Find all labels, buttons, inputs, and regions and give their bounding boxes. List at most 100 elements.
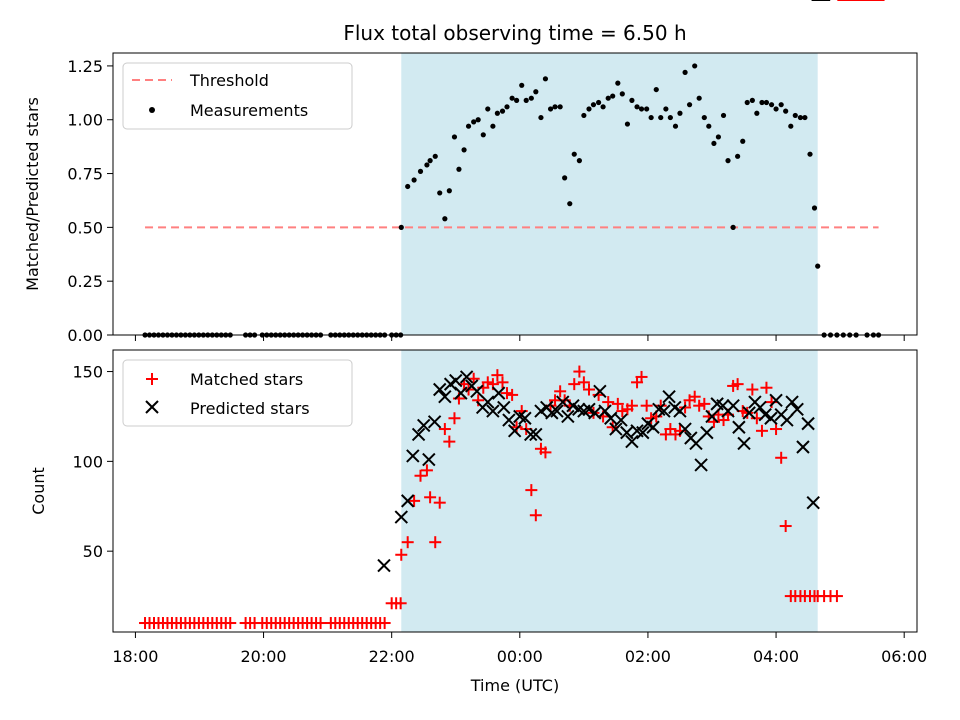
matched-star-point [582,383,595,396]
measurement-point [446,188,452,194]
predicted-star-point [561,409,575,424]
measurement-point [754,110,760,116]
matched-star-point [224,617,237,630]
measurement-point [600,104,606,110]
measurement-point [783,108,789,114]
legend-measurements-swatch [149,107,155,113]
legend-predicted-swatch [145,400,159,414]
measurement-point [672,123,679,129]
matched-star-point [539,446,552,459]
measurement-point [499,108,506,114]
measurement-point [744,99,750,106]
x-axis-label: Time (UTC) [470,676,559,695]
measurement-point [663,106,669,112]
matched-star-point [378,617,391,630]
measurement-point [461,147,467,153]
matched-star-point [746,383,759,396]
predicted-star-point [705,409,719,424]
predicted-star-point [433,382,447,397]
matched-star-point [679,401,692,414]
measurement-point [528,95,534,101]
legend-matched-label: Matched stars [190,370,303,389]
measurement-point [619,91,625,97]
matched-star-point [443,435,456,448]
matched-star-point [438,423,451,436]
measurement-point [562,175,568,181]
measurement-point [571,151,577,157]
predicted-star-point [742,406,756,420]
measurement-point [629,97,635,103]
matched-star-point [760,381,773,394]
measurement-point [596,99,602,106]
predicted-star-point [598,404,612,418]
measurement-point [480,132,486,138]
ratio-legend-box [122,62,353,130]
measurement-point [456,166,462,172]
matched-star-point [414,469,427,482]
measurement-point [514,97,520,103]
measurement-point [725,158,731,164]
legend-measurements-label: Measurements [190,101,308,120]
y-tick-label: 100 [72,452,103,471]
x-tick-label: 00:00 [497,647,543,666]
predicted-star-point [625,434,639,449]
ratio-plot-frame [112,52,918,336]
matched-star-point [395,548,408,561]
predicted-star-point [394,510,408,524]
x-tick-label: 20:00 [240,647,286,666]
predicted-star-point [753,400,767,415]
count-legend-box [122,359,353,427]
measurement-point [552,104,558,110]
predicted-star-point [796,440,810,454]
predicted-star-point [470,384,484,399]
measurement-point [542,76,549,82]
x-tick-label: 18:00 [112,647,158,666]
measurement-point [471,119,477,125]
measurement-point [519,82,525,88]
measurement-point [735,153,741,159]
predicted-star-point [593,384,607,399]
matched-star-point [500,387,513,400]
measurement-point [807,151,813,157]
measurement-point [759,99,765,106]
matched-star-point [554,385,567,398]
x-tick-label: 02:00 [625,647,671,666]
y-tick-label: 1.00 [67,111,103,130]
measurement-point [432,153,438,159]
matched-star-point [654,399,667,412]
predicted-star-point [801,416,815,431]
measurement-point [398,224,404,230]
y-tick-label: 50 [83,542,103,561]
predicted-star-point [764,411,778,425]
measurement-point [778,102,784,108]
predicted-star-point [785,395,799,409]
measurement-point [701,114,707,121]
predicted-star-point [491,386,506,400]
predicted-star-point [636,425,650,440]
matched-star-point [779,520,792,533]
matched-star-point [394,597,407,610]
measurement-point [538,114,544,121]
matched-star-point [420,464,433,477]
predicted-star-point [769,393,783,408]
predicted-star-point [657,404,671,418]
predicted-star-point [502,413,516,427]
predicted-star-point [588,406,602,420]
measurement-point [424,162,430,168]
observing-window-band [401,53,818,335]
measurement-point [797,114,804,121]
matched-star-point [424,491,437,504]
predicted-star-point [614,413,628,427]
predicted-star-point [646,420,660,434]
matched-star-point [664,423,677,436]
measurement-point [610,93,616,99]
predicted-star-point [700,425,714,440]
predicted-star-point [449,373,463,388]
predicted-star-point [556,395,570,409]
x-tick-label: 22:00 [369,647,415,666]
matched-star-point [568,378,581,391]
measurement-point [749,97,755,103]
predicted-star-point [806,495,820,510]
predicted-star-point [732,420,746,434]
ratio-y-axis-label: Matched/Predicted stars [23,97,42,291]
